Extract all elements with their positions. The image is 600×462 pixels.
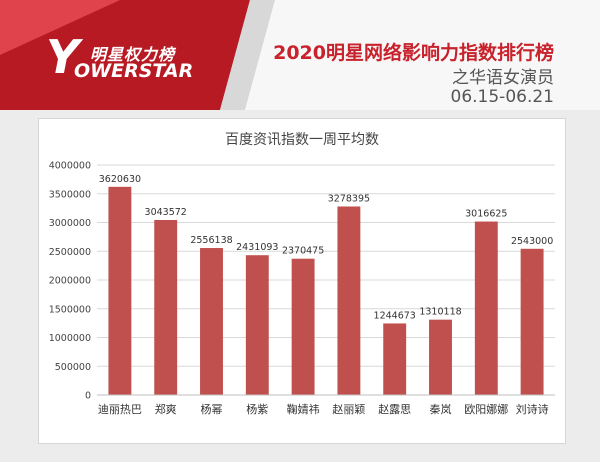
banner-red-stripe-dark bbox=[0, 0, 250, 110]
bar bbox=[383, 323, 407, 395]
x-tick-label: 秦岚 bbox=[430, 402, 452, 416]
y-tick-label: 4000000 bbox=[49, 161, 91, 172]
x-tick-label: 鞠婧祎 bbox=[287, 402, 320, 416]
x-tick-label: 刘诗诗 bbox=[516, 402, 549, 416]
banner-white-area bbox=[245, 0, 600, 110]
banner-grey-band bbox=[220, 0, 275, 110]
bar bbox=[200, 248, 223, 395]
x-tick-label: 郑爽 bbox=[155, 402, 177, 416]
banner-red-stripe-light bbox=[0, 0, 120, 55]
bar bbox=[337, 206, 361, 395]
chart-card: 百度资讯指数一周平均数 0 500000 1000000 1500000 2000000… bbox=[38, 118, 566, 444]
bar-chart: 0 500000 1000000 1500000 2000000 2500000 30000… bbox=[49, 161, 555, 416]
page-subtitle: 之华语女演员 bbox=[452, 68, 554, 88]
bar bbox=[474, 221, 498, 395]
y-tick-label: 3000000 bbox=[49, 218, 91, 229]
data-label: 3620630 bbox=[99, 174, 141, 185]
date-range: 06.15-06.21 bbox=[450, 87, 554, 107]
x-tick-label: 赵露思 bbox=[378, 402, 411, 416]
bar bbox=[108, 186, 132, 395]
data-label: 2431093 bbox=[236, 242, 278, 253]
logo-chinese-text: 明星权力榜 bbox=[90, 45, 176, 64]
data-label: 2370475 bbox=[282, 246, 324, 257]
y-tick-label: 500000 bbox=[55, 362, 91, 373]
data-label: 3278395 bbox=[328, 193, 370, 204]
y-tick-label: 1500000 bbox=[49, 304, 91, 315]
page-title: 2020明星网络影响力指数排行榜 bbox=[273, 42, 554, 64]
logo-mark: Y bbox=[46, 30, 80, 84]
y-tick-label: 0 bbox=[85, 391, 91, 402]
x-tick-label: 迪丽热巴 bbox=[98, 403, 142, 416]
data-label: 1310118 bbox=[419, 307, 461, 318]
y-tick-label: 3500000 bbox=[49, 189, 91, 200]
x-tick-label: 欧阳娜娜 bbox=[464, 402, 508, 416]
y-tick-label: 1000000 bbox=[49, 333, 91, 344]
bar bbox=[154, 219, 178, 395]
y-tick-label: 2500000 bbox=[49, 247, 91, 258]
data-label: 3043572 bbox=[145, 207, 187, 218]
data-label: 2556138 bbox=[190, 235, 232, 246]
chart-title: 百度资讯指数一周平均数 bbox=[225, 132, 379, 148]
data-label: 1244673 bbox=[374, 310, 416, 321]
logo-english-text: OWERSTAR bbox=[74, 60, 194, 82]
x-tick-label: 杨幂 bbox=[201, 402, 223, 416]
x-tick-label: 赵丽颖 bbox=[332, 402, 365, 416]
bar bbox=[520, 248, 544, 395]
bar bbox=[291, 258, 315, 395]
bar bbox=[245, 255, 269, 395]
y-tick-label: 2000000 bbox=[49, 276, 91, 287]
bar bbox=[429, 319, 452, 395]
header-banner bbox=[0, 0, 600, 110]
x-tick-label: 杨紫 bbox=[246, 402, 268, 416]
data-label: 3016625 bbox=[465, 209, 507, 220]
data-label: 2543000 bbox=[511, 236, 553, 247]
